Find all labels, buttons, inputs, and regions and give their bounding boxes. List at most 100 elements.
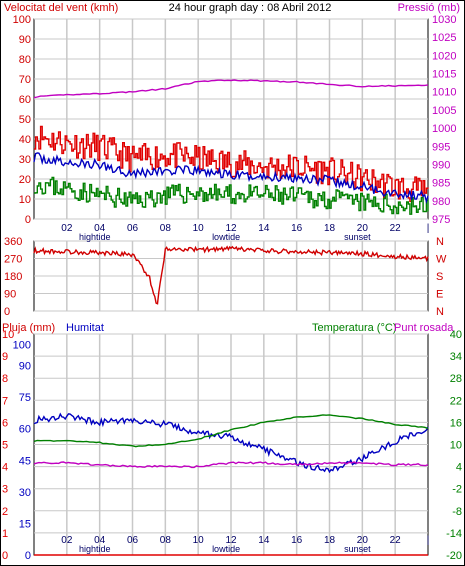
direction-tick-label: 90 xyxy=(4,289,16,301)
chart-title: 24 hour graph day : 08 Abril 2012 xyxy=(169,2,332,14)
x-tick-label: 06 xyxy=(127,223,139,234)
humidity-tick-label: 90 xyxy=(19,361,31,373)
rain-tick-label: 0 xyxy=(2,550,8,562)
pressure-tick-label: 1010 xyxy=(432,87,456,99)
x-sub-label: hightide xyxy=(79,544,111,554)
x-tick-label: 22 xyxy=(390,535,402,546)
x-tick-label: 10 xyxy=(193,535,205,546)
dewpoint-line xyxy=(33,461,429,469)
compass-tick-label: N xyxy=(436,236,444,248)
humidity-tick-label: 30 xyxy=(19,487,31,499)
x-tick-label: 02 xyxy=(61,535,73,546)
rain-tick-label: 3 xyxy=(2,484,8,496)
temperature-tick-label: 16 xyxy=(450,417,462,429)
wind-tick-label: 100 xyxy=(13,14,31,26)
rain-axis-label: Pluja (mm) xyxy=(2,322,55,334)
x-tick-label: 08 xyxy=(160,223,172,234)
x-tick-label: 20 xyxy=(357,223,369,234)
temperature-tick-label: -14 xyxy=(446,528,462,540)
wind-tick-label: 0 xyxy=(25,214,31,226)
humidity-tick-label: 15 xyxy=(19,518,31,530)
wind-average-line xyxy=(33,152,429,205)
pressure-tick-label: 980 xyxy=(432,196,450,208)
series xyxy=(33,79,429,556)
temperature-tick-label: 34 xyxy=(450,351,462,363)
rain-tick-label: 10 xyxy=(2,329,14,341)
wind-tick-label: 70 xyxy=(19,74,31,86)
rain-tick-label: 4 xyxy=(2,462,8,474)
temperature-tick-label: 28 xyxy=(450,373,462,385)
x-sub-label: sunset xyxy=(344,544,371,554)
x-tick-label: 14 xyxy=(258,535,270,546)
compass-tick-label: N xyxy=(436,306,444,318)
wind-tick-label: 20 xyxy=(19,174,31,186)
pressure-tick-label: 1030 xyxy=(432,14,456,26)
rain-tick-label: 5 xyxy=(2,440,8,452)
humidity-axis-label: Humitat xyxy=(66,322,104,334)
humidity-tick-label: 100 xyxy=(13,340,31,352)
x-tick-label: 02 xyxy=(61,223,73,234)
wind-axis-label: Velocitat del vent (kmh) xyxy=(4,2,118,14)
pressure-tick-label: 1005 xyxy=(432,105,456,117)
wind-direction-line xyxy=(33,245,429,305)
rain-tick-label: 8 xyxy=(2,373,8,385)
x-tick-label: | xyxy=(427,223,430,234)
wind-tick-label: 90 xyxy=(19,34,31,46)
compass-tick-label: E xyxy=(436,289,443,301)
temperature-axis-label: Temperatura (°C) xyxy=(312,322,396,334)
temperature-tick-label: -2 xyxy=(452,484,462,496)
x-tick-label: 14 xyxy=(258,223,270,234)
wind-tick-label: 50 xyxy=(19,114,31,126)
x-tick-label: 04 xyxy=(94,223,106,234)
pressure-axis-label: Pressió (mb) xyxy=(398,2,460,14)
wind-tick-label: 60 xyxy=(19,94,31,106)
x-tick-label: 16 xyxy=(291,223,303,234)
axes: 0202040406060808101012121414161618182020… xyxy=(2,14,462,562)
grid xyxy=(34,18,428,556)
dewpoint-axis-label: Punt rosada xyxy=(394,322,454,334)
rain-tick-label: 6 xyxy=(2,417,8,429)
wind-low-line xyxy=(34,176,429,215)
temperature-tick-label: 22 xyxy=(450,395,462,407)
x-tick-label: 06 xyxy=(127,535,139,546)
wind-tick-label: 40 xyxy=(19,134,31,146)
pressure-tick-label: 990 xyxy=(432,159,450,171)
wind-tick-label: 30 xyxy=(19,154,31,166)
temperature-tick-label: 40 xyxy=(450,329,462,341)
pressure-tick-label: 1015 xyxy=(432,69,456,81)
compass-tick-label: W xyxy=(436,254,447,266)
x-tick-label: 22 xyxy=(390,223,402,234)
humidity-tick-label: 0 xyxy=(25,550,31,562)
pressure-tick-label: 985 xyxy=(432,178,450,190)
x-tick-label: | xyxy=(427,535,430,546)
temperature-tick-label: -8 xyxy=(452,506,462,518)
direction-tick-label: 0 xyxy=(4,306,10,318)
temperature-line xyxy=(33,414,429,448)
humidity-tick-label: 60 xyxy=(19,424,31,436)
x-tick-label: 12 xyxy=(225,223,237,234)
x-tick-label: 18 xyxy=(324,223,336,234)
x-tick-label: 08 xyxy=(160,535,172,546)
direction-tick-label: 270 xyxy=(4,254,22,266)
pressure-line xyxy=(33,79,429,99)
x-sub-label: lowtide xyxy=(212,232,240,242)
wind-tick-label: 80 xyxy=(19,54,31,66)
pressure-tick-label: 1000 xyxy=(432,123,456,135)
rain-tick-label: 9 xyxy=(2,351,8,363)
x-tick-label: 12 xyxy=(225,535,237,546)
humidity-tick-label: 75 xyxy=(19,392,31,404)
x-tick-label: 16 xyxy=(291,535,303,546)
x-sub-label: lowtide xyxy=(212,544,240,554)
compass-tick-label: S xyxy=(436,271,443,283)
x-tick-label: 18 xyxy=(324,535,336,546)
humidity-tick-label: 45 xyxy=(19,455,31,467)
x-tick-label: 04 xyxy=(94,535,106,546)
x-tick-label: 20 xyxy=(357,535,369,546)
wind-tick-label: 10 xyxy=(19,194,31,206)
direction-tick-label: 180 xyxy=(4,271,22,283)
pressure-tick-label: 995 xyxy=(432,141,450,153)
rain-tick-label: 1 xyxy=(2,528,8,540)
rain-tick-label: 2 xyxy=(2,506,8,518)
x-tick-label: 10 xyxy=(193,223,205,234)
